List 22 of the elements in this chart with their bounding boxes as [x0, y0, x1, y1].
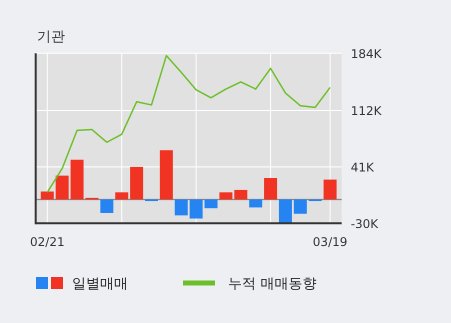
bar: [160, 150, 173, 200]
bar: [130, 166, 144, 200]
x-tick-label: 02/21: [30, 235, 65, 249]
legend-label: 누적 매매동향: [228, 276, 316, 292]
line-series: [46, 54, 331, 194]
bar: [100, 199, 114, 213]
bar: [70, 160, 84, 200]
bar: [264, 178, 278, 200]
chart-title: 기관: [37, 29, 65, 45]
y-tick-label: 112K: [350, 104, 383, 118]
bar: [219, 192, 232, 200]
x-tick-label: 03/19: [312, 235, 348, 249]
bar: [278, 199, 292, 224]
y-tick-label: 41K: [350, 160, 375, 174]
bar: [234, 190, 248, 200]
bar: [204, 199, 218, 208]
y-tick-label: -30K: [350, 216, 380, 231]
bar: [324, 180, 337, 200]
bar: [249, 199, 262, 208]
bar: [115, 192, 128, 200]
y-tick-label: 184K: [350, 46, 383, 61]
legend-label: 일별매매: [72, 276, 128, 292]
